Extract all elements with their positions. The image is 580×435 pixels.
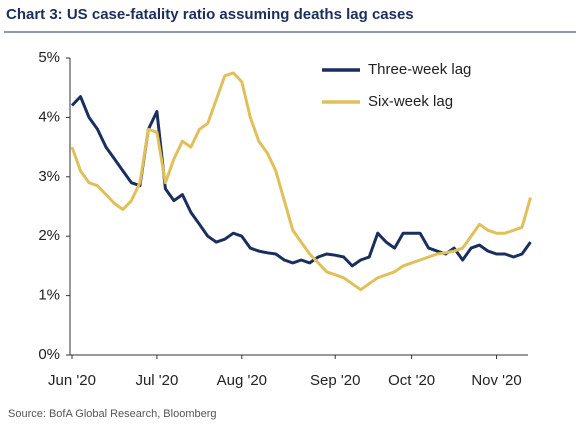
y-tick-label: 1% (38, 287, 60, 304)
y-tick-label: 5% (38, 49, 60, 66)
y-tick-label: 3% (38, 168, 60, 185)
x-tick-label: Oct '20 (388, 372, 435, 389)
x-tick-label: Jun '20 (48, 372, 96, 389)
y-tick-label: 0% (38, 346, 60, 363)
x-tick-label: Jul '20 (135, 372, 178, 389)
source-note: Source: BofA Global Research, Bloomberg (8, 408, 217, 420)
series-line (70, 71, 532, 292)
y-tick-label: 2% (38, 227, 60, 244)
legend-label: Three-week lag (368, 61, 471, 78)
x-tick-label: Sep '20 (310, 372, 360, 389)
x-tick-label: Aug '20 (217, 372, 267, 389)
legend-label: Six-week lag (368, 93, 453, 110)
x-tick-label: Nov '20 (471, 372, 521, 389)
chart-title: Chart 3: US case-fatality ratio assuming… (6, 6, 414, 23)
y-tick-label: 4% (38, 108, 60, 125)
